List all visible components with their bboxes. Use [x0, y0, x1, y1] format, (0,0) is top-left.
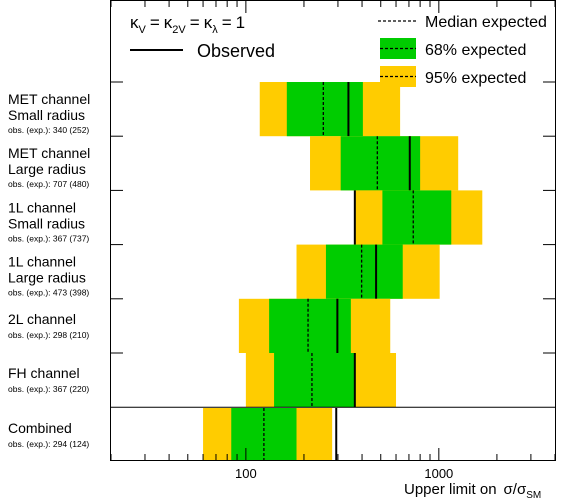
- channel-subname: Large radius: [8, 161, 86, 177]
- channel-subname: Small radius: [8, 107, 85, 123]
- channel-name: MET channel: [8, 91, 90, 107]
- channel-name: 2L channel: [8, 311, 76, 327]
- channel-subname: Small radius: [8, 215, 85, 231]
- channel-name: Combined: [8, 420, 72, 436]
- legend: κV = κ2V = κλ = 1 Observed Median expected 68%…: [130, 13, 547, 87]
- legend-68-label: 68% expected: [425, 42, 526, 59]
- bands-layer: [203, 82, 483, 460]
- band-68: [382, 190, 452, 245]
- legend-observed-label: Observed: [197, 41, 275, 61]
- channel-name: 1L channel: [8, 254, 76, 270]
- x-axis-label: Upper limit on σ/σSM: [404, 481, 541, 500]
- x-tick-label: 100: [235, 466, 257, 481]
- channel-obs-exp: obs. (exp.): 367 (737): [8, 233, 89, 243]
- channel-name: FH channel: [8, 365, 80, 381]
- channel-obs-exp: obs. (exp.): 707 (480): [8, 179, 89, 189]
- axis-ticks: [110, 1, 556, 460]
- tick-labels: 100 1000: [235, 466, 453, 481]
- band-68: [274, 353, 355, 408]
- band-68: [325, 244, 403, 299]
- band-68: [340, 136, 421, 191]
- channel-name: 1L channel: [8, 199, 76, 215]
- plot-frame: [110, 0, 556, 461]
- channel-obs-exp: obs. (exp.): 473 (398): [8, 288, 89, 298]
- channel-obs-exp: obs. (exp.): 294 (124): [8, 439, 89, 449]
- band-68: [269, 298, 351, 353]
- legend-95-label: 95% expected: [425, 70, 526, 87]
- channel-obs-exp: obs. (exp.): 367 (220): [8, 384, 89, 394]
- channel-obs-exp: obs. (exp.): 298 (210): [8, 330, 89, 340]
- legend-median-label: Median expected: [425, 14, 547, 31]
- row-separators: [111, 81, 555, 408]
- channel-obs-exp: obs. (exp.): 340 (252): [8, 125, 89, 135]
- legend-couplings: κV = κ2V = κλ = 1: [130, 13, 245, 36]
- band-68: [286, 82, 363, 137]
- x-tick-label: 1000: [424, 466, 453, 481]
- channel-subname: Large radius: [8, 270, 86, 286]
- channel-name: MET channel: [8, 145, 90, 161]
